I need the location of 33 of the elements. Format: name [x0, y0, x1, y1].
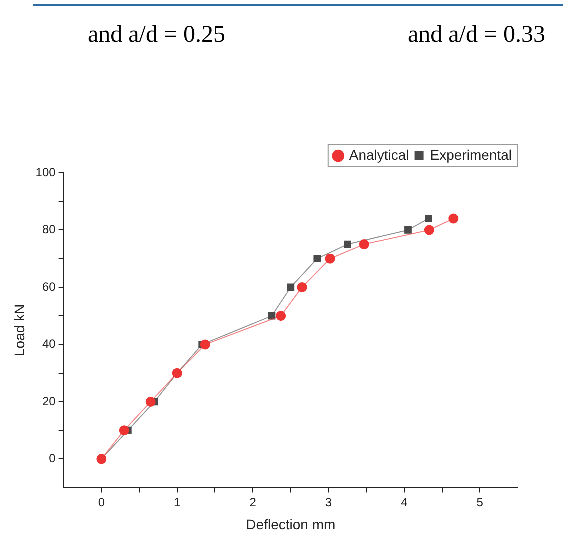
point	[424, 225, 434, 236]
point	[287, 284, 295, 292]
point	[119, 426, 130, 436]
point	[359, 240, 370, 250]
x-tick-label: 4	[401, 495, 408, 510]
point	[297, 282, 308, 292]
y-tick-label: 60	[42, 280, 56, 294]
text: and a/d = 0.33	[408, 22, 546, 49]
y-axis-title: Load kN	[11, 304, 28, 356]
y-tick-label: 80	[42, 222, 56, 237]
point	[314, 255, 322, 263]
point	[146, 396, 156, 407]
x-tick-label: 3	[325, 495, 332, 510]
text: and a/d = 0.25	[88, 22, 226, 49]
point	[200, 340, 210, 350]
legend-label: Analytical	[349, 146, 410, 163]
point	[344, 240, 352, 248]
point	[268, 312, 276, 320]
point	[325, 254, 336, 264]
y-tick-label: 0	[49, 451, 56, 466]
x-tick-label: 2	[250, 495, 257, 510]
x-tick-label: 1	[174, 495, 182, 510]
point	[276, 311, 286, 322]
x-tick-label: 5	[476, 495, 484, 510]
legend-label: Experimental	[430, 146, 512, 163]
point	[424, 215, 432, 222]
point	[448, 214, 459, 224]
x-tick-label: 0	[98, 495, 106, 510]
y-tick-label: 40	[42, 337, 56, 352]
y-tick-label: 20	[42, 394, 56, 408]
y-tick-label: 100	[36, 165, 56, 180]
point	[404, 226, 412, 234]
x-axis-title: Deflection mm	[246, 516, 336, 532]
